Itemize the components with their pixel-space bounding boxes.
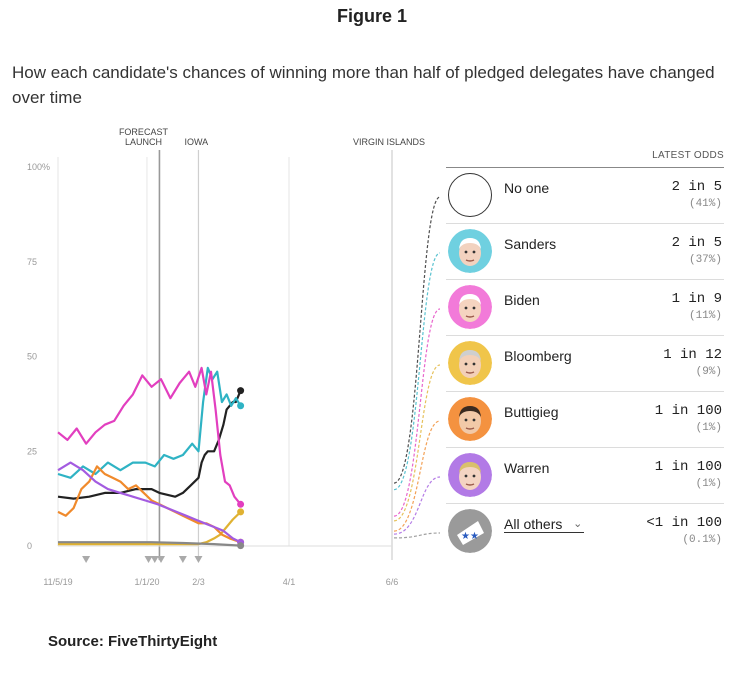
candidate-odds: 2 in 5 <box>671 179 722 195</box>
chevron-down-icon: ⌄ <box>573 518 583 530</box>
candidate-percent: (41%) <box>688 198 722 210</box>
y-tick-label: 0 <box>27 541 32 551</box>
series-line-sanders <box>57 366 242 479</box>
connector-line <box>393 476 441 535</box>
series-endpoint <box>237 500 245 508</box>
candidate-percent: (1%) <box>695 478 722 490</box>
candidate-name: Biden <box>504 292 540 308</box>
candidate-row: No one 2 in 5 (41%) <box>446 168 724 224</box>
annotation-label: IOWA <box>184 137 208 147</box>
candidate-row[interactable]: ★★ All others ⌄ <1 in 100 (0.1%) <box>446 504 724 559</box>
candidate-row: Warren 1 in 100 (1%) <box>446 448 724 504</box>
candidate-name-text: Warren <box>504 460 550 476</box>
chart-subtitle: How each candidate's chances of winning … <box>12 63 715 107</box>
connector-line <box>393 196 441 484</box>
bloomberg-avatar-icon <box>448 341 492 385</box>
series-line-buttigieg <box>57 465 241 544</box>
candidate-percent: (0.1%) <box>682 534 722 546</box>
candidate-row: Biden 1 in 9 (11%) <box>446 280 724 336</box>
x-tick-label: 6/6 <box>386 577 399 587</box>
warren-avatar-icon <box>448 453 492 497</box>
x-tick-label: 11/5/19 <box>43 577 72 587</box>
series-line-biden <box>57 366 242 505</box>
candidate-name-text: All others <box>504 516 563 532</box>
series-line-warren <box>57 461 242 544</box>
candidate-odds: <1 in 100 <box>646 515 722 531</box>
x-tick-label: 4/1 <box>283 577 296 587</box>
buttigieg-avatar-icon <box>448 397 492 441</box>
event-marker <box>144 556 153 563</box>
connector-line <box>393 364 441 522</box>
candidate-name-text: Buttigieg <box>504 404 559 420</box>
candidate-name-text: No one <box>504 180 550 196</box>
candidate-name-text: Sanders <box>504 236 557 252</box>
series-line-all-others <box>58 541 241 547</box>
candidate-odds: 1 in 12 <box>663 347 722 363</box>
candidate-name-text: Bloomberg <box>504 348 572 364</box>
series-endpoint <box>237 508 245 516</box>
candidate-row: Sanders 2 in 5 (37%) <box>446 224 724 280</box>
annotation-label: VIRGIN ISLANDS <box>353 137 425 147</box>
series-endpoint <box>237 542 245 550</box>
series-line-no-one <box>57 390 242 500</box>
candidate-odds: 2 in 5 <box>671 235 722 251</box>
candidate-odds: 1 in 100 <box>654 403 722 419</box>
all-others-dropdown[interactable]: All others ⌄ <box>504 516 585 533</box>
y-tick-label: 75 <box>27 257 37 267</box>
event-marker <box>157 556 166 563</box>
annotation-label: FORECAST <box>119 127 169 137</box>
candidate-percent: (1%) <box>695 422 722 434</box>
candidate-name: Warren <box>504 460 549 476</box>
x-tick-label: 1/1/20 <box>134 577 159 587</box>
candidate-percent: (9%) <box>695 366 722 378</box>
source-note: Source: FiveThirtyEight <box>48 633 218 650</box>
y-tick-label: 50 <box>27 352 37 362</box>
series-endpoint <box>237 402 245 410</box>
connector-line <box>393 420 441 532</box>
sanders-avatar-icon <box>448 229 492 273</box>
y-tick-label: 100% <box>27 162 50 172</box>
y-tick-label: 25 <box>27 446 37 456</box>
x-tick-label: 2/3 <box>192 577 205 587</box>
candidate-row: Bloomberg 1 in 12 (9%) <box>446 336 724 392</box>
candidate-odds: 1 in 9 <box>671 291 722 307</box>
annotation-label: LAUNCH <box>125 137 162 147</box>
connector-line <box>393 252 441 491</box>
candidate-percent: (11%) <box>688 310 722 322</box>
candidate-percent: (37%) <box>688 254 722 266</box>
empty-circle-icon <box>448 173 492 217</box>
event-marker <box>150 556 159 563</box>
connector-line <box>393 308 441 517</box>
biden-avatar-icon <box>448 285 492 329</box>
event-marker <box>194 556 203 563</box>
latest-odds-header: LATEST ODDS <box>446 150 724 168</box>
figure-title: Figure 1 <box>336 6 407 26</box>
candidate-odds: 1 in 100 <box>654 459 722 475</box>
event-marker <box>82 556 91 563</box>
candidate-name: Buttigieg <box>504 404 558 420</box>
connector-line <box>393 532 441 539</box>
latest-odds-panel: LATEST ODDS No one 2 in 5 (41%) Sanders 2 i… <box>446 150 724 559</box>
series-line-bloomberg <box>58 511 242 546</box>
candidate-name: No one <box>504 180 549 196</box>
event-marker <box>178 556 187 563</box>
candidate-name-text: Biden <box>504 292 540 308</box>
series-endpoint <box>237 387 245 395</box>
candidate-row: Buttigieg 1 in 100 (1%) <box>446 392 724 448</box>
all-others-icon: ★★ <box>448 509 492 553</box>
svg-text:★★: ★★ <box>461 531 479 542</box>
candidate-name: Bloomberg <box>504 348 572 364</box>
candidate-name: Sanders <box>504 236 556 252</box>
